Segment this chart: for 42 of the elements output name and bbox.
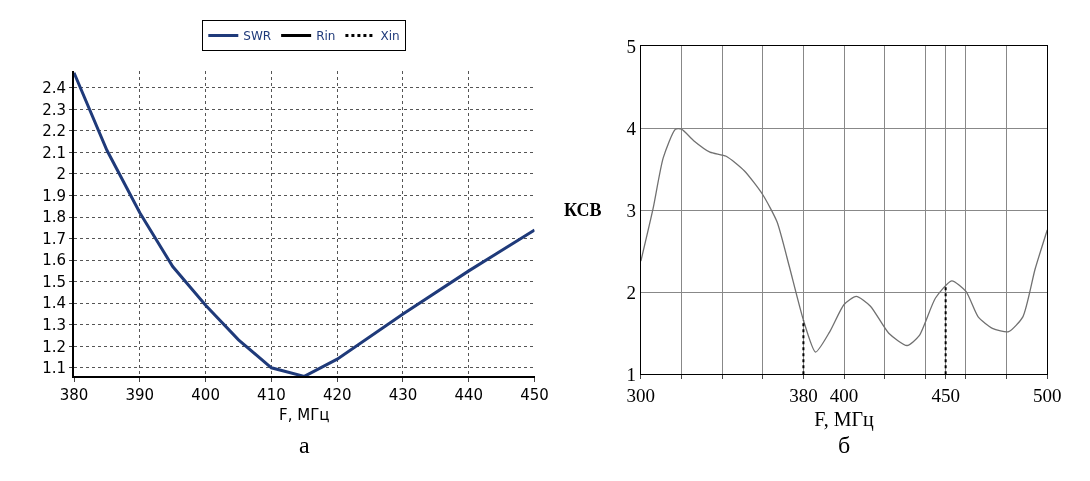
x-tick-label: 440 <box>454 386 484 405</box>
x-tick-label: 400 <box>829 385 859 406</box>
y-tick-label: 2 <box>56 165 67 184</box>
y-tick-label: 2.1 <box>42 143 67 162</box>
y-tick-label: 1.2 <box>42 337 67 356</box>
y-tick-label: 2.4 <box>42 79 67 98</box>
line-series <box>74 71 535 377</box>
x-tick-label: 410 <box>257 386 286 405</box>
x-tick-label: 420 <box>322 386 352 405</box>
y-tick-label: 1.1 <box>42 359 67 378</box>
x-tick-label: 380 <box>789 385 818 406</box>
y-tick-label: 1.7 <box>42 229 67 248</box>
y-tick-label: 2 <box>626 281 637 303</box>
y-tick-label: 1.6 <box>42 251 67 270</box>
y-tick-label: 5 <box>626 36 637 58</box>
x-tick-label: 380 <box>59 386 89 405</box>
legend-label: SWR <box>243 29 272 44</box>
legend-label: Rin <box>316 29 336 44</box>
line-series <box>640 128 1048 353</box>
y-tick-label: 3 <box>626 199 637 221</box>
y-tick-label: 1.3 <box>42 315 67 334</box>
y-tick-label: 2.3 <box>42 100 67 119</box>
x-tick-label: 450 <box>931 385 960 406</box>
x-axis-title: F, МГц <box>279 405 330 424</box>
y-tick-label: 1.9 <box>42 186 67 205</box>
y-tick-label: 1.8 <box>42 208 67 227</box>
x-tick-label: 390 <box>125 386 155 405</box>
x-axis-title: F, МГц <box>814 407 875 431</box>
y-tick-label: 1.4 <box>42 294 67 313</box>
x-tick-label: 300 <box>626 385 656 406</box>
x-tick-label: 400 <box>191 386 220 405</box>
text: а <box>299 432 310 458</box>
text: б <box>838 432 851 458</box>
y-tick-label: 4 <box>626 118 637 139</box>
x-tick-label: 430 <box>388 386 418 405</box>
y-tick-label: 2.2 <box>42 122 67 141</box>
legend-label: Xin <box>380 29 400 44</box>
x-tick-label: 450 <box>520 386 549 405</box>
x-tick-label: 500 <box>1032 385 1062 406</box>
y-tick-label: 1 <box>626 363 637 385</box>
y-axis-title: КСВ <box>564 200 602 220</box>
y-tick-label: 1.5 <box>42 272 67 291</box>
